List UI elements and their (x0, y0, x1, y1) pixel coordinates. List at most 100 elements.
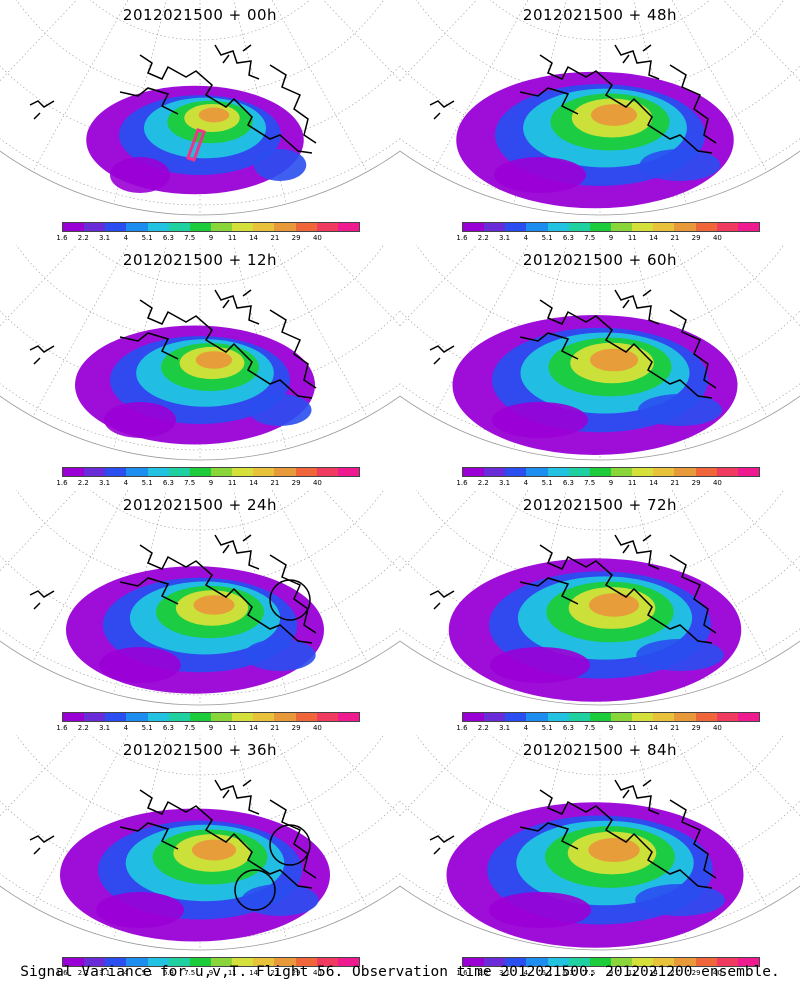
variance-contour (193, 595, 235, 615)
coastlines (429, 779, 717, 889)
colorbar-label: 4 (123, 234, 129, 242)
coastlines (429, 289, 717, 399)
colorbar-segment (568, 223, 590, 231)
colorbar-segment (653, 468, 675, 476)
colorbar-segment (147, 223, 169, 231)
colorbar-segment (84, 958, 106, 966)
variance-field (452, 315, 738, 455)
figure-caption: Signal Variance for u,v,T. Flight 56. Ob… (20, 964, 780, 980)
colorbar-segment (463, 958, 485, 966)
panel-title: 2012021500 + 72h (522, 496, 678, 514)
colorbar-label: 9 (208, 234, 214, 242)
colorbar-label: 9 (208, 724, 214, 732)
colorbar-segment (653, 958, 675, 966)
polar-map (400, 735, 800, 951)
colorbar (62, 467, 360, 477)
colorbar-segment (547, 713, 569, 721)
colorbar-segment (316, 223, 338, 231)
colorbar-label: 9 (608, 479, 614, 487)
colorbar-label: 1.6 (456, 724, 468, 732)
colorbar-label: 2.2 (77, 724, 89, 732)
colorbar (62, 712, 360, 722)
colorbar-segment (189, 958, 211, 966)
colorbar-segment (210, 713, 233, 721)
colorbar-label: 2.2 (77, 969, 89, 977)
colorbar-label: 3.1 (498, 479, 511, 487)
colorbar-label: 4 (523, 234, 529, 242)
colorbar-segment (632, 713, 654, 721)
colorbar-labels: 1.6 2.2 3.1 4 5.1 6.3 7.5 9 11 14 21 29 40 (454, 479, 768, 489)
coastlines (29, 44, 317, 154)
colorbar-segment (589, 468, 611, 476)
colorbar-segment (610, 223, 633, 231)
colorbar-segment (232, 713, 254, 721)
colorbar-segment (126, 713, 148, 721)
colorbar-label: 4 (123, 969, 129, 977)
colorbar-segment (232, 468, 254, 476)
polar-map (0, 245, 400, 461)
colorbar-label: 2.2 (477, 234, 489, 242)
polar-map (0, 0, 400, 216)
polar-map (400, 0, 800, 216)
colorbar-label: 6.3 (562, 724, 574, 732)
colorbar-label: 5.1 (541, 969, 553, 977)
colorbar-segment (316, 713, 338, 721)
colorbar-labels: 1.6 2.2 3.1 4 5.1 6.3 7.5 9 11 14 21 29 40 (54, 969, 368, 979)
colorbar-label: 1.6 (56, 479, 68, 487)
colorbar-label: 6.3 (162, 724, 174, 732)
coastlines (29, 289, 317, 399)
colorbar-label: 2.2 (77, 479, 89, 487)
colorbar-label: 3.1 (498, 234, 511, 242)
colorbar-segment (210, 223, 233, 231)
colorbar-label: 21 (670, 724, 680, 732)
colorbar-segment (232, 958, 254, 966)
variance-contour (589, 348, 639, 372)
colorbar-segment (337, 223, 359, 231)
colorbar-segment (632, 468, 654, 476)
map-panel: 2012021500 + 12h 1.6 2.2 3.1 4 5.1 6.3 7.5 9 11 14… (0, 245, 400, 490)
colorbar-segment (505, 468, 527, 476)
colorbar-label: 2.2 (77, 234, 89, 242)
colorbar (62, 222, 360, 232)
colorbar-label: 29 (691, 479, 701, 487)
colorbar-label: 21 (270, 234, 280, 242)
colorbar-label: 7.5 (584, 724, 596, 732)
colorbar-label: 14 (249, 724, 259, 732)
colorbar-segment (253, 468, 275, 476)
colorbar-segment (295, 223, 317, 231)
panel-title: 2012021500 + 12h (122, 251, 278, 269)
colorbar-label: 21 (270, 969, 280, 977)
colorbar-segment (526, 713, 548, 721)
colorbar-segment (716, 713, 738, 721)
colorbar-label: 9 (608, 724, 614, 732)
colorbar-segment (463, 468, 485, 476)
colorbar-segment (253, 223, 275, 231)
target-circle (269, 579, 311, 621)
colorbar-label: 29 (291, 479, 301, 487)
map-panel: 2012021500 + 36h 1.6 2.2 3.1 4 5.1 6.3 7.5 9 11 14… (0, 735, 400, 980)
colorbar-label: 11 (627, 724, 637, 732)
colorbar-segment (316, 468, 338, 476)
colorbar-label: 11 (227, 724, 237, 732)
target-circle (234, 869, 276, 911)
coastlines (429, 534, 717, 644)
colorbar-label: 7.5 (584, 234, 596, 242)
colorbar-segment (674, 223, 696, 231)
colorbar-segment (253, 958, 275, 966)
colorbar-segment (168, 468, 190, 476)
colorbar-label: 6.3 (562, 969, 574, 977)
colorbar-label: 5.1 (541, 479, 553, 487)
colorbar-label: 14 (649, 234, 659, 242)
colorbar-label: 14 (249, 479, 259, 487)
panel-title: 2012021500 + 48h (522, 6, 678, 24)
colorbar-label: 1.6 (456, 234, 468, 242)
colorbar-label: 29 (291, 724, 301, 732)
colorbar-label: 11 (627, 479, 637, 487)
variance-contour (191, 839, 237, 861)
colorbar-label: 6.3 (562, 234, 574, 242)
colorbar-segment (568, 468, 590, 476)
variance-contour (588, 838, 640, 862)
colorbar-segment (84, 468, 106, 476)
colorbar-segment (737, 468, 759, 476)
colorbar-segment (337, 958, 359, 966)
